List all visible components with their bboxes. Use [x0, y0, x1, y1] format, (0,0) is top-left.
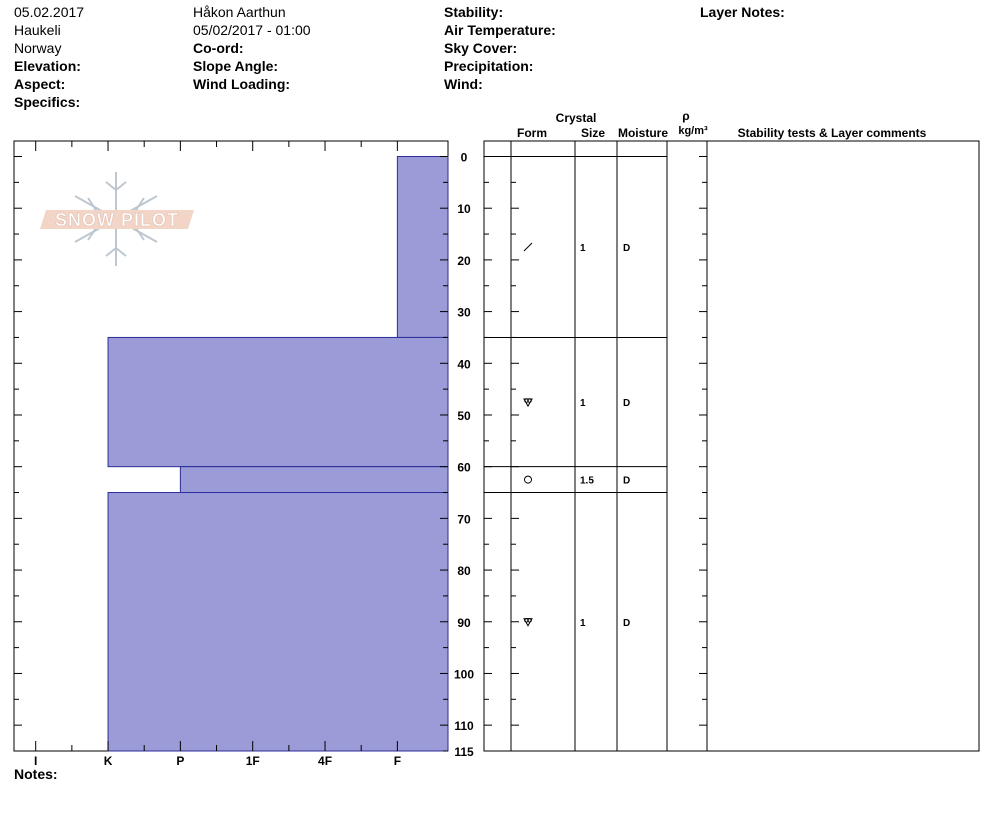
- header-location: Haukeli: [14, 22, 61, 38]
- hardness-tick-label: F: [394, 754, 401, 768]
- coord-label: Co-ord:: [193, 40, 244, 56]
- crystal-form-decomposing-icon: [523, 242, 533, 252]
- depth-tick-label: 20: [457, 254, 471, 268]
- layer-notes-label: Layer Notes:: [700, 4, 785, 20]
- crystal-form-faceted-icon: [523, 398, 533, 408]
- wind-loading-label: Wind Loading:: [193, 76, 291, 92]
- layer-moisture-1: D: [623, 398, 630, 409]
- depth-tick-label: 115: [454, 745, 474, 759]
- layer-size-0: 1: [580, 243, 586, 254]
- moisture-header: Moisture: [618, 126, 668, 140]
- hardness-bar-3: [107, 492, 449, 752]
- density-unit: kg/m³: [678, 125, 708, 137]
- size-header: Size: [581, 126, 605, 140]
- depth-tick-label: 50: [457, 409, 471, 423]
- hardness-tick-label: 4F: [318, 754, 332, 768]
- density-symbol: ρ: [682, 109, 689, 123]
- snowpilot-logo: SNOW PILOT: [40, 172, 194, 266]
- elevation-label: Elevation:: [14, 58, 81, 74]
- header-datetime: 05/02/2017 - 01:00: [193, 22, 311, 38]
- sky-cover-label: Sky Cover:: [444, 40, 518, 56]
- depth-tick-label: 90: [457, 616, 471, 630]
- depth-tick-label: 100: [454, 667, 474, 681]
- aspect-label: Aspect:: [14, 76, 66, 92]
- stability-label: Stability:: [444, 4, 504, 20]
- depth-tick-label: 10: [457, 202, 471, 216]
- layer-size-3: 1: [580, 618, 586, 629]
- header-country: Norway: [14, 40, 62, 56]
- logo-banner: [40, 210, 194, 229]
- depth-tick-label: 40: [457, 357, 471, 371]
- layer-moisture-3: D: [623, 618, 630, 629]
- crystal-form-faceted-icon: [523, 617, 533, 627]
- depth-tick-label: 60: [457, 461, 471, 475]
- layer-moisture-0: D: [623, 243, 630, 254]
- logo-text: SNOW PILOT: [55, 210, 179, 230]
- notes-label: Notes:: [14, 766, 58, 782]
- specifics-label: Specifics:: [14, 94, 81, 110]
- slope-angle-label: Slope Angle:: [193, 58, 279, 74]
- hardness-tick-label: P: [176, 754, 184, 768]
- crystal-form-rounded-icon: [524, 475, 532, 484]
- hardness-tick-label: 1F: [246, 754, 260, 768]
- header-date: 05.02.2017: [14, 4, 85, 20]
- depth-tick-label: 30: [457, 306, 471, 320]
- layer-size-1: 1: [580, 398, 586, 409]
- hardness-tick-label: I: [34, 754, 37, 768]
- depth-tick-label: 80: [457, 564, 471, 578]
- form-header: Form: [517, 126, 547, 140]
- hardness-tick-label: K: [104, 754, 113, 768]
- precipitation-label: Precipitation:: [444, 58, 534, 74]
- depth-tick-label: 110: [454, 719, 474, 733]
- hardness-bar-2: [179, 466, 449, 494]
- layer-size-2: 1.5: [580, 476, 594, 487]
- air-temperature-label: Air Temperature:: [444, 22, 556, 38]
- header-observer: Håkon Aarthun: [193, 4, 286, 20]
- depth-tick-label: 70: [457, 512, 471, 526]
- wind-label: Wind:: [444, 76, 483, 92]
- hardness-bar-1: [107, 336, 449, 468]
- comments-header: Stability tests & Layer comments: [738, 126, 927, 140]
- crystal-header: Crystal: [556, 111, 597, 125]
- depth-tick-label: 0: [461, 151, 468, 165]
- hardness-bar-0: [396, 156, 449, 338]
- layer-moisture-2: D: [623, 476, 630, 487]
- layer-table-frame: [483, 140, 980, 752]
